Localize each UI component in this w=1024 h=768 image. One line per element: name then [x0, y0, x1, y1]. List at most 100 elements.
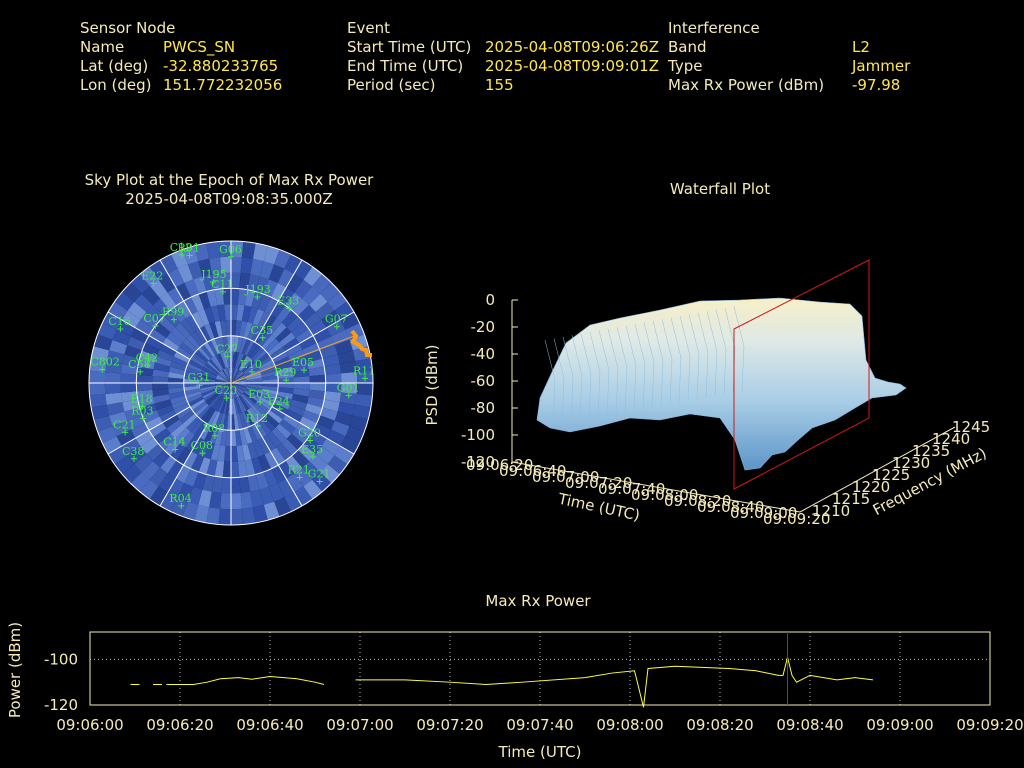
- surface-ridge: [562, 336, 574, 422]
- time-tick-label: 09:08:20: [664, 492, 731, 510]
- surface-ridge: [607, 328, 619, 414]
- power-series-line: [355, 656, 874, 708]
- waterfall-surface-lines: [544, 306, 745, 426]
- surface-ridge: [634, 323, 646, 410]
- sensor-lon-value: 151.772232056: [163, 76, 283, 94]
- time-tick-label: 09:06:20: [466, 456, 533, 474]
- surface-ridge: [625, 325, 637, 411]
- z-tick-label: -100: [461, 426, 495, 444]
- y-tick-label: -120: [44, 696, 78, 714]
- skyplot-subtitle: 2025-04-08T09:08:35.000Z: [125, 190, 333, 208]
- sensor-lat-label: Lat (deg): [80, 57, 149, 75]
- time-tick-label: 09:09:00: [730, 504, 797, 522]
- surface-ridge: [679, 315, 691, 402]
- sensor-node-title: Sensor Node: [80, 19, 176, 37]
- event-end-value: 2025-04-08T09:09:01Z: [485, 57, 659, 75]
- x-tick-label: 09:07:20: [416, 716, 483, 734]
- waterfall-z-ticks: 0 -20 -40 -60 -80 -100 -120: [461, 291, 518, 471]
- power-chart-y-label: Power (dBm): [6, 622, 24, 718]
- surface-ridge: [553, 338, 565, 424]
- x-tick-label: 09:06:40: [236, 716, 303, 734]
- waterfall-time-ticks: 09:06:2009:06:4009:07:0009:07:2009:07:40…: [466, 456, 830, 528]
- freq-tick-label: 1215: [832, 490, 870, 508]
- surface-ridge: [643, 322, 655, 408]
- power-series-line: [166, 675, 325, 685]
- surface-ridge: [661, 319, 673, 405]
- freq-tick-label: 1230: [892, 454, 930, 472]
- event-start-label: Start Time (UTC): [347, 38, 472, 56]
- event-start-value: 2025-04-08T09:06:26Z: [485, 38, 659, 56]
- x-tick-label: 09:08:00: [596, 716, 663, 734]
- waterfall-time-axis: [511, 461, 801, 513]
- time-tick-label: 09:07:40: [598, 480, 665, 498]
- interference-type-label: Type: [668, 57, 703, 75]
- power-chart-frame: [89, 631, 991, 706]
- freq-tick-label: 1235: [912, 442, 950, 460]
- freq-tick-label: 1245: [952, 418, 990, 436]
- x-tick-label: 09:08:20: [686, 716, 753, 734]
- z-tick-label: 0: [485, 291, 495, 309]
- z-tick-label: -120: [461, 453, 495, 471]
- event-period-label: Period (sec): [347, 76, 436, 94]
- interference-power-label: Max Rx Power (dBm): [668, 76, 825, 94]
- waterfall-epoch-marker: [733, 259, 870, 490]
- power-chart-title: Max Rx Power: [485, 592, 591, 610]
- event-title: Event: [347, 19, 390, 37]
- y-tick-label: -100: [44, 650, 78, 668]
- surface-ridge: [544, 339, 556, 426]
- x-tick-label: 09:07:00: [326, 716, 393, 734]
- surface-ridge: [733, 306, 745, 392]
- interference-type-value: Jammer: [852, 57, 911, 75]
- power-chart-grid: [90, 632, 990, 706]
- x-tick-label: 09:09:20: [956, 716, 1023, 734]
- waterfall-z-label: PSD (dBm): [423, 344, 441, 425]
- surface-ridge: [670, 317, 682, 403]
- interference-power-value: -97.98: [852, 76, 901, 94]
- z-tick-label: -20: [471, 318, 496, 336]
- surface-ridge: [706, 311, 718, 397]
- interference-band-value: L2: [852, 38, 870, 56]
- skyplot-title: Sky Plot at the Epoch of Max Rx Power: [84, 171, 374, 189]
- time-tick-label: 09:07:20: [565, 474, 632, 492]
- event-end-label: End Time (UTC): [347, 57, 464, 75]
- time-tick-label: 09:07:00: [532, 468, 599, 486]
- power-chart-x-ticks: 09:06:00 09:06:20 09:06:40 09:07:00 09:07:20…: [56, 716, 1023, 734]
- freq-tick-label: 1240: [932, 430, 970, 448]
- surface-ridge: [652, 320, 664, 406]
- x-tick-label: 09:07:40: [506, 716, 573, 734]
- surface-ridge: [598, 330, 610, 416]
- interference-band-label: Band: [668, 38, 707, 56]
- z-tick-label: -40: [471, 345, 496, 363]
- waterfall-freq-axis: [799, 426, 956, 513]
- x-tick-label: 09:06:00: [56, 716, 123, 734]
- z-tick-label: -60: [471, 372, 496, 390]
- event-period-value: 155: [485, 76, 514, 94]
- time-tick-label: 09:06:40: [499, 462, 566, 480]
- waterfall-surface: [536, 297, 907, 471]
- surface-ridge: [580, 333, 592, 419]
- time-tick-label: 09:08:40: [697, 498, 764, 516]
- z-tick-label: -80: [471, 399, 496, 417]
- x-tick-label: 09:08:40: [776, 716, 843, 734]
- x-tick-label: 09:09:00: [866, 716, 933, 734]
- surface-ridge: [715, 309, 727, 395]
- time-tick-label: 09:09:20: [763, 510, 830, 528]
- time-tick-label: 09:08:00: [631, 486, 698, 504]
- power-chart-series: [130, 656, 874, 708]
- interference-title: Interference: [668, 19, 760, 37]
- freq-tick-label: 1210: [812, 502, 850, 520]
- sensor-name-label: Name: [80, 38, 125, 56]
- surface-ridge: [571, 335, 583, 421]
- freq-tick-label: 1225: [872, 466, 910, 484]
- surface-ridge: [697, 312, 709, 398]
- sensor-name-value: PWCS_SN: [163, 38, 236, 56]
- x-tick-label: 09:06:20: [146, 716, 213, 734]
- sensor-lon-label: Lon (deg): [80, 76, 152, 94]
- sensor-lat-value: -32.880233765: [163, 57, 279, 75]
- freq-tick-label: 1220: [852, 478, 890, 496]
- power-chart-y-ticks: -100 -120: [44, 650, 78, 714]
- surface-ridge: [589, 331, 601, 418]
